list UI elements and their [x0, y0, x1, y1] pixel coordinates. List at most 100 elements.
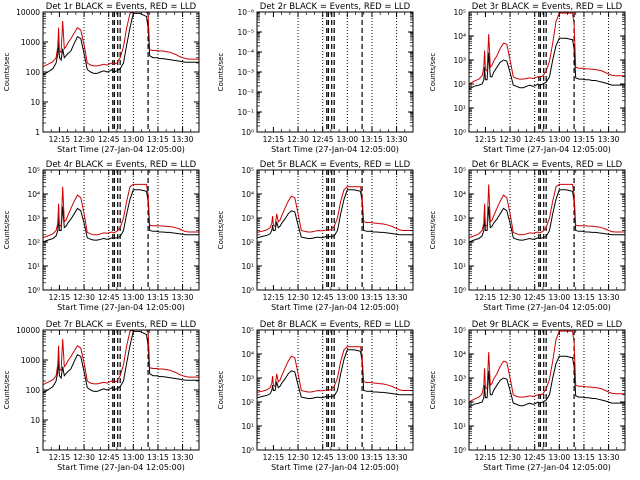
- y-tick-label: 10⁴: [453, 350, 466, 359]
- y-tick-label: 10³: [453, 56, 466, 65]
- chart-panel-4: Det 4r BLACK = Events, RED = LLD 10⁰ 10¹ 10…: [3, 160, 200, 312]
- x-axis-label: Start Time (27-Jan-04 12:05:00): [271, 303, 399, 312]
- x-tick-label: 13:00: [549, 135, 571, 144]
- y-tick-label: 10⁻¹: [237, 108, 254, 117]
- events-series-line: [468, 355, 625, 408]
- panel-title: Det 1r BLACK = Events, RED = LLD: [46, 2, 197, 12]
- chart-panel-7: Det 7r BLACK = Events, RED = LLD 1 10 100 10…: [3, 320, 200, 472]
- x-tick-label: 12:15: [49, 293, 71, 302]
- lld-series-line: [42, 11, 199, 68]
- y-tick-label: 10⁰: [241, 128, 254, 137]
- events-series-line: [42, 189, 199, 243]
- y-tick-label: 10⁰: [453, 286, 466, 295]
- chart-panel-2: Det 2r BLACK = Events, RED = LLD 10⁰ 10⁻¹ 1…: [217, 2, 414, 154]
- y-axis-label: Counts/sec: [3, 371, 11, 410]
- x-tick-label: 12:30: [499, 135, 521, 144]
- y-tick-label: 10³: [241, 374, 254, 383]
- y-tick-label: 10³: [27, 214, 40, 223]
- x-tick-label: 12:45: [312, 453, 334, 462]
- y-tick-label: 1: [35, 446, 40, 455]
- x-tick-label: 12:15: [49, 453, 71, 462]
- y-tick-label: 1: [35, 128, 40, 137]
- y-tick-label: 10⁰: [241, 446, 254, 455]
- x-tick-label: 13:15: [361, 293, 383, 302]
- plot-frame: [468, 11, 626, 133]
- panel-title: Det 3r BLACK = Events, RED = LLD: [472, 2, 623, 12]
- x-tick-label: 12:30: [73, 293, 95, 302]
- chart-panel-1: Det 1r BLACK = Events, RED = LLD 1 10 100 10…: [3, 2, 200, 154]
- x-tick-label: 13:30: [172, 293, 194, 302]
- y-tick-label: 10⁻⁵: [237, 28, 254, 37]
- x-tick-label: 12:45: [98, 135, 120, 144]
- x-axis-label: Start Time (27-Jan-04 12:05:00): [483, 145, 611, 154]
- x-tick-label: 13:30: [386, 135, 408, 144]
- x-tick-label: 13:30: [598, 135, 620, 144]
- y-tick-label: 10000: [16, 326, 40, 335]
- x-tick-label: 12:45: [524, 135, 546, 144]
- x-tick-label: 13:30: [598, 293, 620, 302]
- panel-title: Det 6r BLACK = Events, RED = LLD: [472, 160, 623, 170]
- x-tick-label: 13:00: [549, 453, 571, 462]
- y-tick-label: 10¹: [241, 422, 254, 431]
- x-tick-label: 13:00: [123, 135, 145, 144]
- y-tick-label: 10¹: [453, 104, 466, 113]
- x-tick-label: 13:30: [386, 453, 408, 462]
- y-tick-label: 10³: [453, 214, 466, 223]
- x-axis-label: Start Time (27-Jan-04 12:05:00): [57, 303, 185, 312]
- x-tick-label: 12:30: [287, 293, 309, 302]
- x-tick-label: 12:15: [475, 293, 497, 302]
- panel-title: Det 9r BLACK = Events, RED = LLD: [472, 320, 623, 330]
- y-tick-label: 10⁵: [453, 8, 466, 17]
- events-series-line: [256, 189, 413, 239]
- x-tick-label: 12:15: [263, 293, 285, 302]
- x-tick-label: 12:45: [98, 453, 120, 462]
- panel-title: Det 5r BLACK = Events, RED = LLD: [260, 160, 411, 170]
- y-tick-label: 10⁵: [241, 326, 254, 335]
- x-tick-label: 12:45: [524, 293, 546, 302]
- y-tick-label: 100: [26, 386, 41, 395]
- x-tick-label: 13:15: [147, 293, 169, 302]
- y-tick-label: 10⁴: [241, 190, 254, 199]
- events-series-line: [468, 37, 625, 90]
- lld-series-line: [468, 12, 625, 85]
- events-series-line: [42, 330, 199, 394]
- y-tick-label: 10: [30, 98, 40, 107]
- x-tick-label: 13:15: [573, 293, 595, 302]
- panel-title: Det 4r BLACK = Events, RED = LLD: [46, 160, 197, 170]
- y-tick-label: 10¹: [27, 262, 40, 271]
- chart-panel-8: Det 8r BLACK = Events, RED = LLD 10⁰ 10¹ 10…: [217, 320, 414, 472]
- x-tick-label: 13:00: [123, 453, 145, 462]
- events-series-line: [256, 349, 413, 399]
- y-axis-label: Counts/sec: [217, 211, 225, 250]
- lld-series-line: [42, 183, 199, 239]
- y-tick-label: 10⁵: [453, 166, 466, 175]
- x-tick-label: 12:30: [287, 453, 309, 462]
- x-tick-label: 12:45: [524, 453, 546, 462]
- y-tick-label: 10⁻²: [237, 88, 254, 97]
- y-axis-label: Counts/sec: [3, 53, 11, 92]
- x-tick-label: 12:15: [475, 135, 497, 144]
- y-tick-label: 10¹: [241, 262, 254, 271]
- x-axis-label: Start Time (27-Jan-04 12:05:00): [483, 463, 611, 472]
- y-tick-label: 10²: [453, 80, 466, 89]
- y-tick-label: 10: [30, 416, 40, 425]
- lld-series-line: [256, 186, 413, 233]
- events-series-line: [42, 12, 199, 76]
- y-tick-label: 10⁵: [453, 326, 466, 335]
- plot-frame: [256, 329, 414, 451]
- y-tick-label: 10⁻⁶: [237, 8, 254, 17]
- y-tick-label: 10²: [241, 238, 254, 247]
- y-axis-label: Counts/sec: [3, 211, 11, 250]
- y-tick-label: 10⁰: [27, 286, 40, 295]
- x-tick-label: 12:15: [475, 453, 497, 462]
- y-tick-label: 10⁵: [241, 166, 254, 175]
- x-tick-label: 12:30: [73, 453, 95, 462]
- y-tick-label: 10³: [453, 374, 466, 383]
- plot-frame: [256, 169, 414, 291]
- y-tick-label: 100: [26, 68, 41, 77]
- y-axis-label: Counts/sec: [429, 371, 437, 410]
- x-tick-label: 13:15: [573, 453, 595, 462]
- x-tick-label: 13:30: [598, 453, 620, 462]
